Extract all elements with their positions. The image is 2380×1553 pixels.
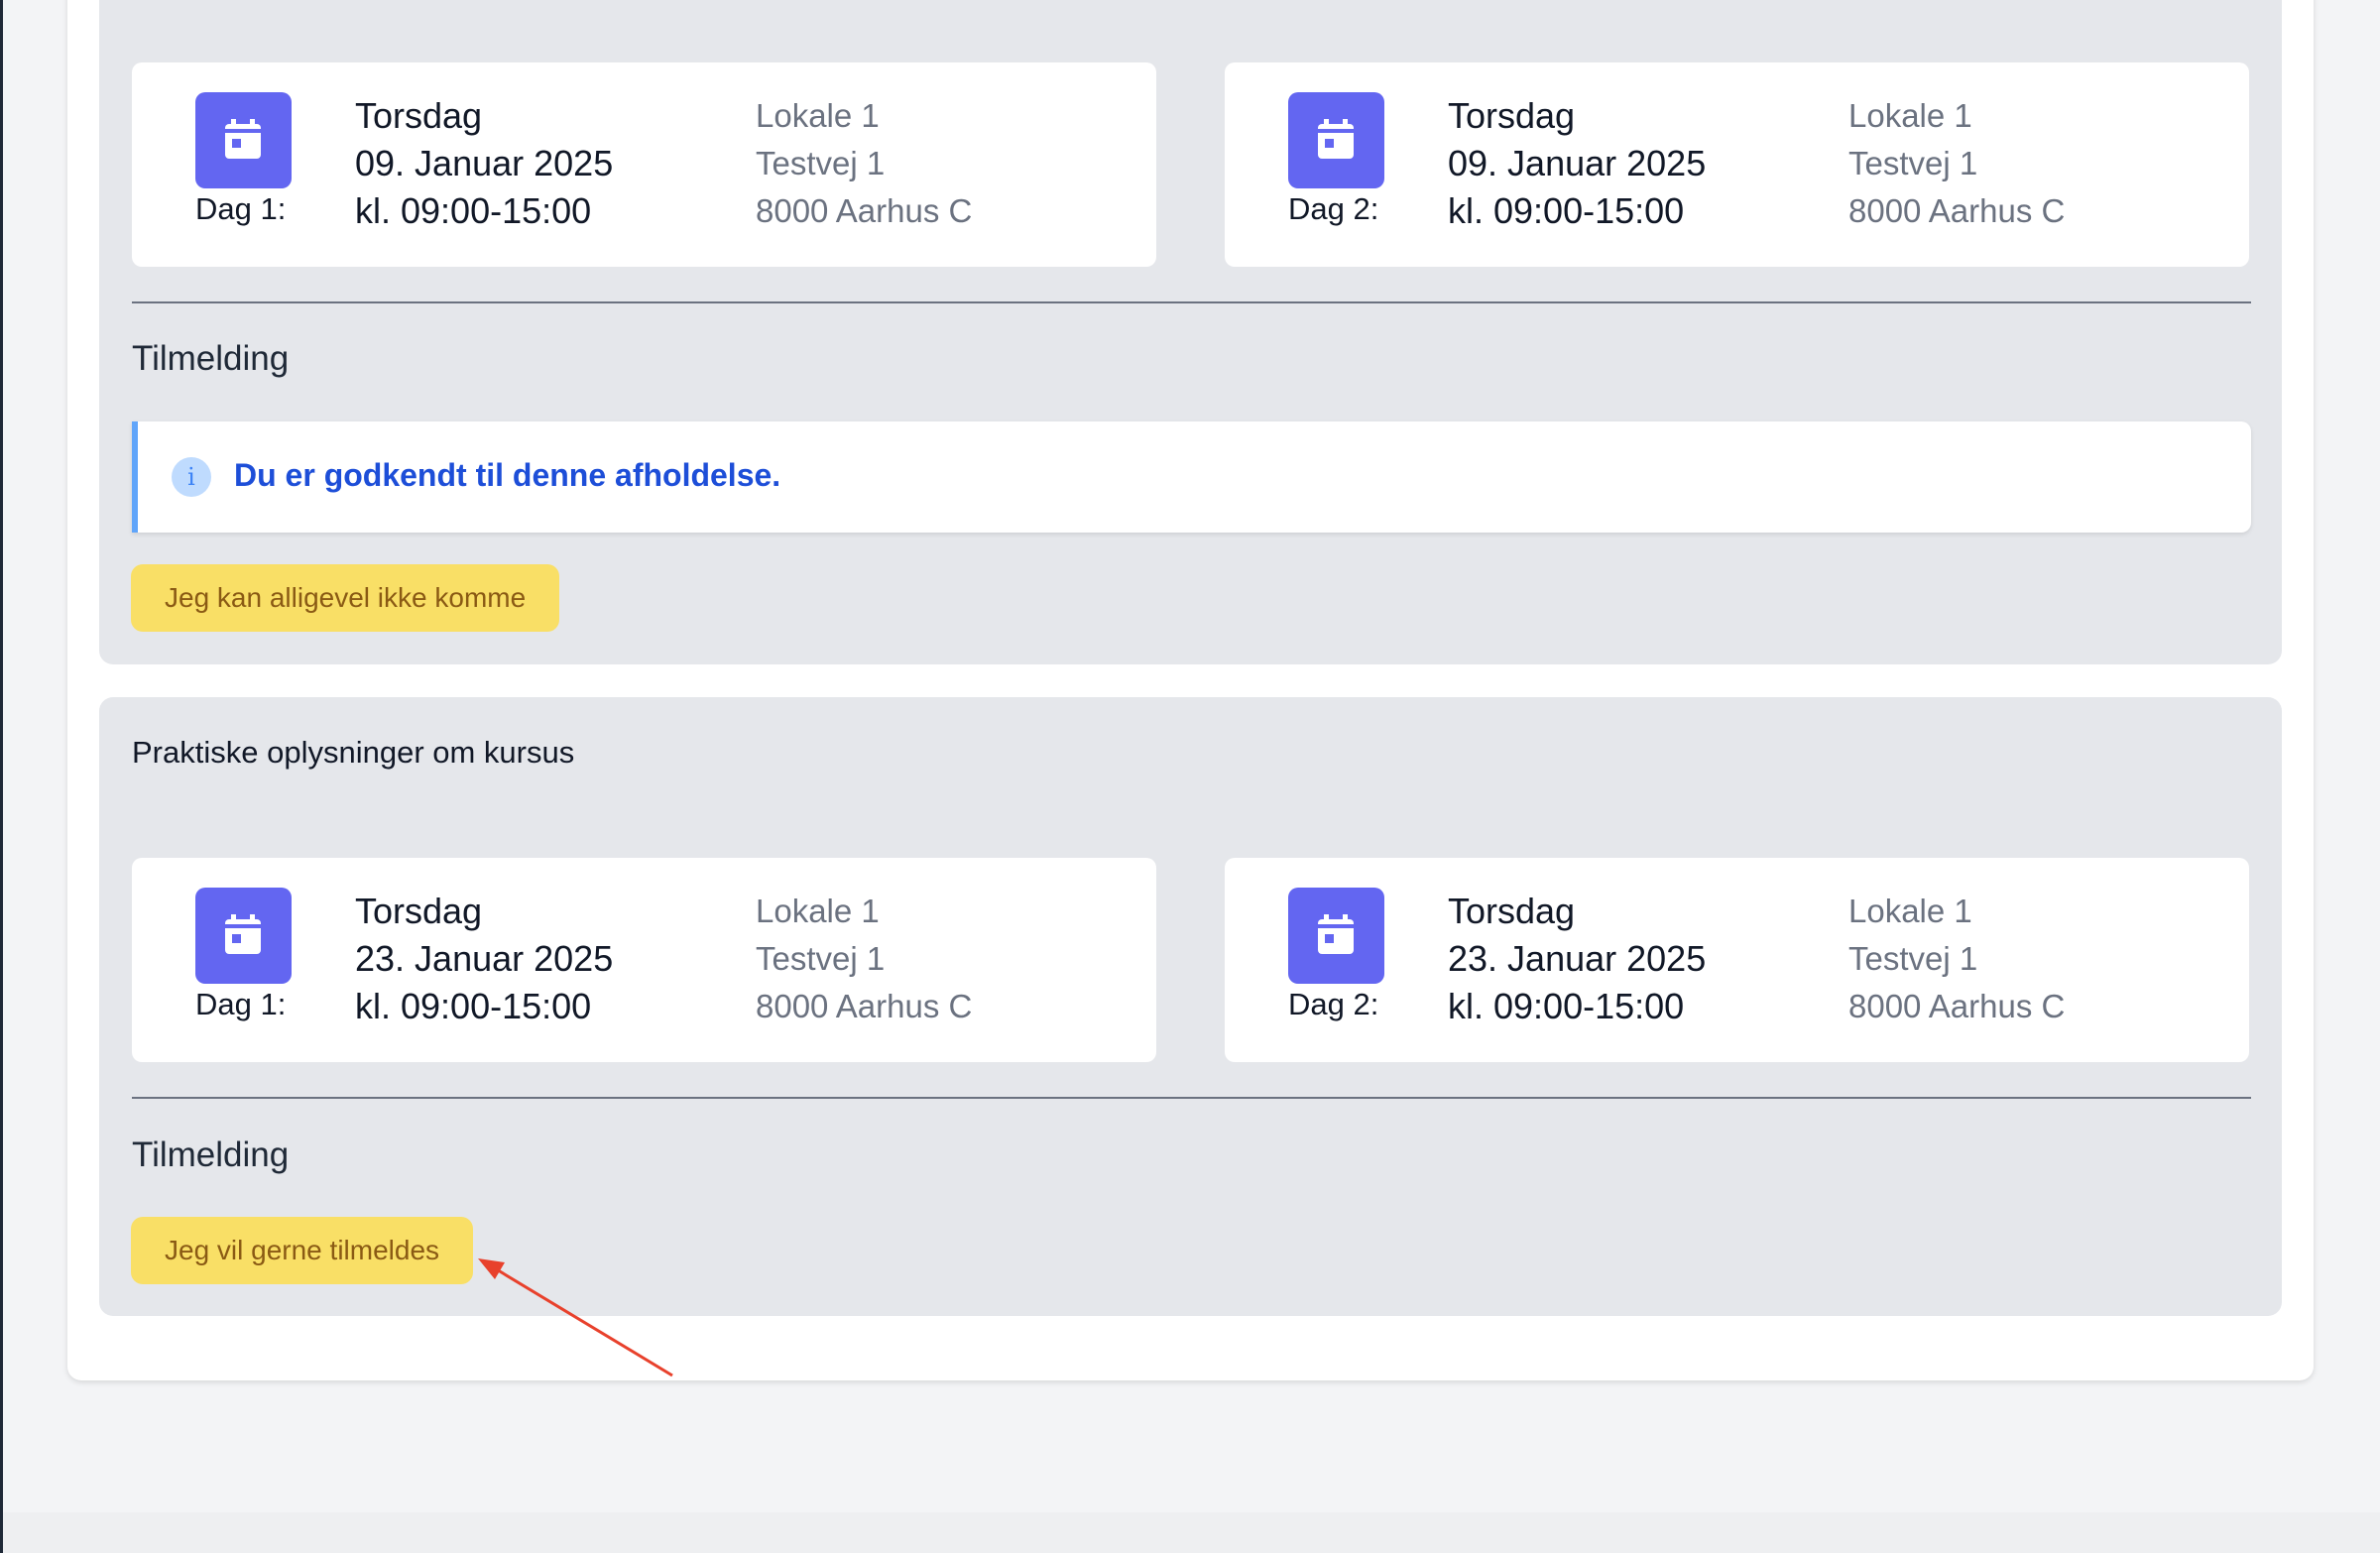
day-location: Lokale 1 Testvej 1 8000 Aarhus C: [1848, 888, 2065, 1030]
divider: [132, 301, 2251, 303]
day-location: Lokale 1 Testvej 1 8000 Aarhus C: [1848, 92, 2065, 235]
city: 8000 Aarhus C: [1848, 988, 2066, 1024]
day-label: Dag 2:: [1288, 191, 1379, 226]
day-card-1: Dag 1: Torsdag 23. Januar 2025 kl. 09:00-1…: [132, 858, 1156, 1062]
approved-alert: i Du er godkendt til denne afholdelse.: [132, 421, 2251, 533]
session-section-2: Praktiske oplysninger om kursus Dag 1: T…: [99, 697, 2282, 1316]
date: 09. Januar 2025: [355, 143, 614, 183]
date: 23. Januar 2025: [355, 938, 614, 979]
day-when: Torsdag 23. Januar 2025 kl. 09:00-15:00: [1448, 888, 1706, 1030]
room: Lokale 1: [1848, 893, 1972, 929]
divider: [132, 1097, 2251, 1099]
section-title: Praktiske oplysninger om kursus: [132, 735, 575, 770]
street: Testvej 1: [1848, 940, 1978, 977]
session-section-1: Dag 1: Torsdag 09. Januar 2025 kl. 09:00-1…: [99, 0, 2282, 664]
room: Lokale 1: [1848, 97, 1972, 134]
signup-heading: Tilmelding: [132, 1135, 290, 1174]
street: Testvej 1: [756, 145, 886, 181]
day-when: Torsdag 23. Januar 2025 kl. 09:00-15:00: [355, 888, 613, 1030]
weekday: Torsdag: [1448, 891, 1576, 931]
day-location: Lokale 1 Testvej 1 8000 Aarhus C: [756, 888, 972, 1030]
calendar-icon: [1288, 888, 1384, 984]
cancel-attendance-button[interactable]: Jeg kan alligevel ikke komme: [131, 564, 560, 632]
calendar-icon: [195, 888, 292, 984]
time: kl. 09:00-15:00: [355, 986, 592, 1026]
info-icon: i: [172, 457, 211, 497]
day-card-1: Dag 1: Torsdag 09. Januar 2025 kl. 09:00-1…: [132, 62, 1156, 267]
city: 8000 Aarhus C: [756, 192, 973, 229]
date: 09. Januar 2025: [1448, 143, 1707, 183]
city: 8000 Aarhus C: [1848, 192, 2066, 229]
weekday: Torsdag: [355, 891, 483, 931]
day-label: Dag 1:: [195, 191, 287, 226]
date: 23. Januar 2025: [1448, 938, 1707, 979]
time: kl. 09:00-15:00: [1448, 190, 1685, 231]
time: kl. 09:00-15:00: [1448, 986, 1685, 1026]
time: kl. 09:00-15:00: [355, 190, 592, 231]
day-when: Torsdag 09. Januar 2025 kl. 09:00-15:00: [1448, 92, 1706, 235]
calendar-icon: [1288, 92, 1384, 188]
day-card-2: Dag 2: Torsdag 09. Januar 2025 kl. 09:00-1…: [1225, 62, 2249, 267]
calendar-icon: [195, 92, 292, 188]
street: Testvej 1: [756, 940, 886, 977]
day-location: Lokale 1 Testvej 1 8000 Aarhus C: [756, 92, 972, 235]
street: Testvej 1: [1848, 145, 1978, 181]
city: 8000 Aarhus C: [756, 988, 973, 1024]
page-bottom: [3, 1512, 2380, 1553]
weekday: Torsdag: [355, 95, 483, 136]
signup-heading: Tilmelding: [132, 339, 290, 378]
alert-text: Du er godkendt til denne afholdelse.: [234, 457, 781, 493]
signup-button[interactable]: Jeg vil gerne tilmeldes: [131, 1217, 474, 1284]
day-label: Dag 2:: [1288, 987, 1379, 1021]
left-edge: [0, 0, 3, 1553]
room: Lokale 1: [756, 97, 880, 134]
day-card-2: Dag 2: Torsdag 23. Januar 2025 kl. 09:00-1…: [1225, 858, 2249, 1062]
day-when: Torsdag 09. Januar 2025 kl. 09:00-15:00: [355, 92, 613, 235]
room: Lokale 1: [756, 893, 880, 929]
weekday: Torsdag: [1448, 95, 1576, 136]
day-label: Dag 1:: [195, 987, 287, 1021]
